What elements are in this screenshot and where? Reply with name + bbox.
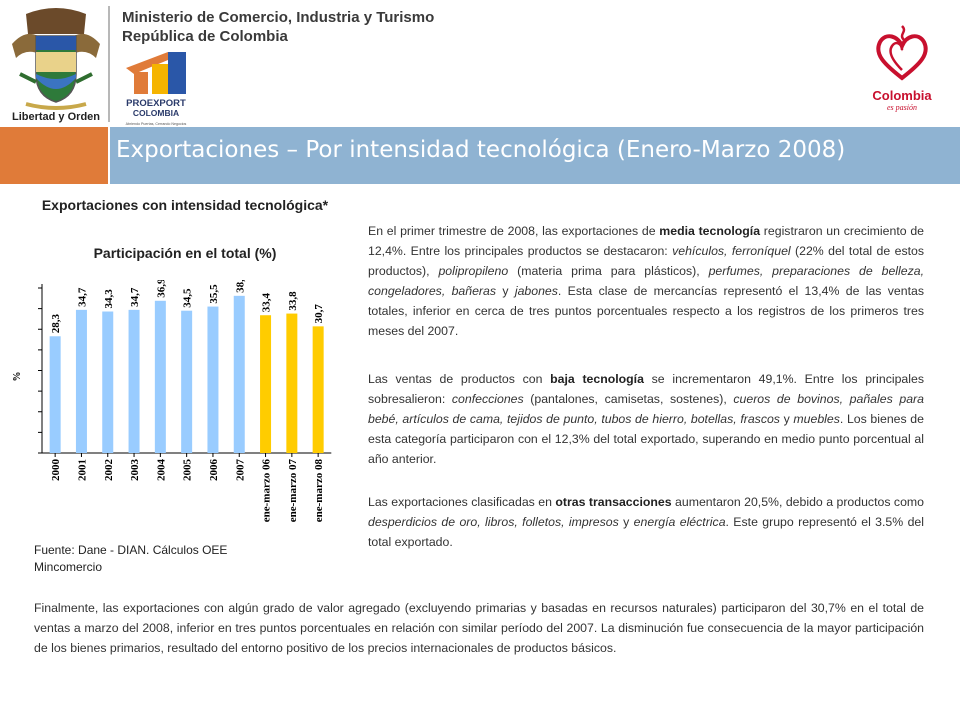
bar bbox=[207, 306, 219, 453]
ministry-name-line2: República de Colombia bbox=[122, 28, 288, 45]
keyword-media-tecnologia: media tecnología bbox=[659, 224, 761, 238]
x-tick-label: 2001 bbox=[76, 459, 88, 481]
bar bbox=[181, 310, 193, 453]
x-tick-label: ene-marzo 07 bbox=[287, 459, 299, 523]
x-tick-label: 2006 bbox=[208, 459, 220, 482]
y-axis-label: % bbox=[12, 372, 23, 382]
chart-title: Exportaciones con intensidad tecnológica… bbox=[41, 197, 329, 213]
page-title: Exportaciones – Por intensidad tecnológi… bbox=[116, 137, 846, 163]
bar-value-label: 28,3 bbox=[50, 314, 62, 334]
x-tick-label: 2003 bbox=[129, 459, 141, 482]
proexport-logo-icon: PROEXPORT COLOMBIA Abriendo Puertas, Cer… bbox=[126, 52, 187, 126]
bar-chart: % 28,3 2000 34,7 2001 34,3 2002 34,7 2003 36,9 200… bbox=[12, 280, 332, 523]
bar-value-label: 33,4 bbox=[261, 292, 273, 312]
title-accent-block bbox=[0, 127, 108, 184]
colombia-coat-of-arms-icon: Libertad y Orden bbox=[12, 8, 100, 123]
bar-value-label: 34,5 bbox=[182, 288, 194, 308]
bar-value-label: 34,7 bbox=[129, 287, 141, 307]
x-tick-label: 2000 bbox=[50, 459, 62, 482]
title-band bbox=[110, 127, 960, 184]
x-tick-label: 2007 bbox=[234, 459, 246, 482]
brand-name: Colombia bbox=[872, 88, 932, 103]
bar bbox=[312, 326, 324, 453]
paragraph-conclusion: Finalmente, las exportaciones con algún … bbox=[34, 601, 924, 655]
proexport-tagline: Abriendo Puertas, Cerrando Negocios bbox=[126, 122, 187, 126]
x-tick-label: 2004 bbox=[155, 459, 167, 482]
bar-value-label: 33,8 bbox=[287, 291, 299, 311]
shield-motto: Libertad y Orden bbox=[12, 111, 100, 123]
bar-value-label: 38,1 bbox=[234, 280, 246, 293]
x-tick-label: 2005 bbox=[182, 459, 194, 482]
paragraph-baja-tecnologia: Las ventas de productos con baja tecnolo… bbox=[368, 372, 924, 466]
x-tick-label: 2002 bbox=[103, 459, 115, 482]
colombia-brand-logo-icon: Colombia es pasión bbox=[872, 25, 932, 112]
x-tick-label: ene-marzo 08 bbox=[313, 459, 325, 523]
ministry-name-line1: Ministerio de Comercio, Industria y Turi… bbox=[122, 9, 435, 26]
bar bbox=[128, 309, 140, 453]
bar-value-label: 35,5 bbox=[208, 284, 220, 304]
bar bbox=[260, 315, 272, 453]
header-divider bbox=[108, 6, 110, 122]
bar-value-label: 34,3 bbox=[103, 289, 115, 309]
bar-value-label: 30,7 bbox=[313, 304, 325, 324]
chart-subtitle: Participación en el total (%) bbox=[93, 245, 277, 261]
x-tick-label: ene-marzo 06 bbox=[261, 459, 273, 523]
ministry-name: Ministerio de Comercio, Industria y Turi… bbox=[122, 8, 434, 46]
chart-source: Fuente: Dane - DIAN. Cálculos OEE Mincom… bbox=[34, 543, 228, 574]
brand-tagline: es pasión bbox=[887, 103, 917, 112]
keyword-baja-tecnologia: baja tecnología bbox=[550, 372, 644, 386]
paragraph-otras-transacciones: Las exportaciones clasificadas en otras … bbox=[368, 495, 924, 549]
bar bbox=[233, 295, 245, 453]
bar-value-label: 36,9 bbox=[155, 280, 167, 298]
bar bbox=[49, 336, 61, 453]
keyword-otras-transacciones: otras transacciones bbox=[555, 495, 672, 509]
proexport-country: COLOMBIA bbox=[133, 108, 179, 118]
bar bbox=[102, 311, 114, 453]
bar bbox=[154, 300, 166, 453]
paragraph-media-tecnologia: En el primer trimestre de 2008, las expo… bbox=[368, 224, 925, 338]
bar bbox=[75, 309, 87, 453]
proexport-name: PROEXPORT bbox=[126, 98, 186, 109]
bar bbox=[286, 313, 298, 453]
bar-value-label: 34,7 bbox=[76, 287, 88, 307]
